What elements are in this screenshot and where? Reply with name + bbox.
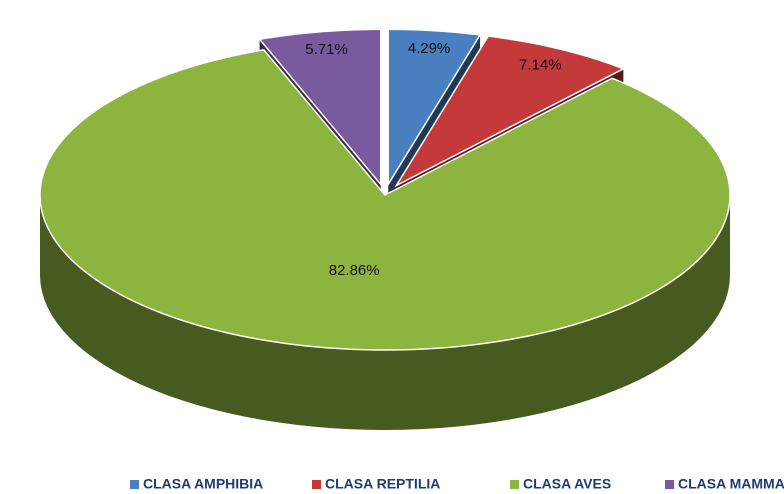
legend-swatch	[312, 480, 321, 489]
legend-label: CLASA AVES	[523, 476, 611, 492]
legend-swatch	[665, 480, 674, 489]
slice-top	[39, 49, 731, 351]
data-label: 5.71%	[305, 41, 348, 58]
slice-top	[258, 28, 382, 187]
legend-swatch	[510, 480, 519, 489]
slice-top	[387, 28, 482, 187]
slice-side	[40, 195, 730, 430]
slice	[39, 49, 731, 430]
legend-swatch	[130, 480, 139, 489]
legend-label: CLASA MAMMALIA	[678, 476, 784, 492]
data-label: 4.29%	[408, 40, 451, 57]
data-label: 7.14%	[519, 56, 562, 73]
legend-label: CLASA REPTILIA	[325, 476, 440, 492]
slice-top	[394, 35, 626, 188]
data-label: 82.86%	[329, 262, 380, 279]
legend-label: CLASA AMPHIBIA	[143, 476, 263, 492]
